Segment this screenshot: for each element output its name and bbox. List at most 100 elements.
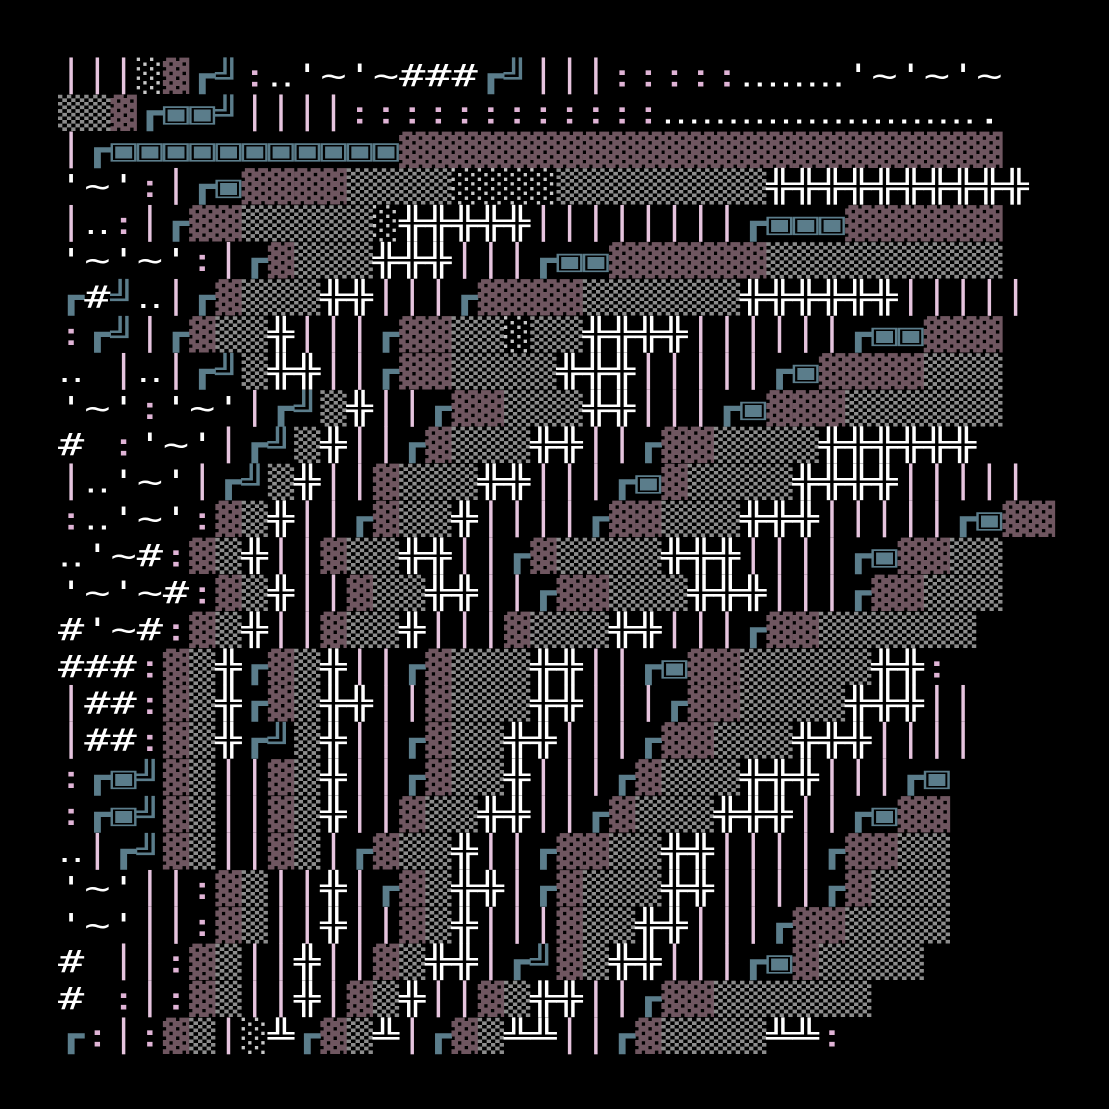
glyph: ╬: [765, 500, 793, 538]
glyph: ‥: [58, 834, 84, 870]
glyph: ': [163, 502, 189, 538]
glyph: ▒: [452, 648, 479, 685]
glyph: ░: [504, 168, 530, 205]
glyph: ~: [137, 243, 163, 279]
glyph: ╬: [450, 832, 478, 870]
glyph: :: [347, 95, 373, 131]
glyph: │: [530, 463, 556, 501]
glyph: │: [661, 389, 687, 427]
glyph: ▣: [766, 206, 793, 242]
glyph: │: [320, 500, 346, 538]
glyph: ▓: [583, 574, 610, 611]
glyph: │: [242, 389, 268, 427]
glyph: ▓: [530, 279, 557, 316]
glyph: ▓: [740, 242, 767, 279]
glyph: :: [137, 391, 163, 427]
glyph: │: [898, 278, 924, 316]
glyph: │: [163, 167, 189, 205]
glyph: ▒: [294, 796, 321, 833]
glyph: │: [320, 352, 346, 390]
glyph: ╬: [345, 389, 373, 427]
glyph: ▓: [452, 1018, 479, 1055]
glyph: ▒: [583, 611, 610, 648]
glyph: │: [766, 832, 792, 870]
glyph: ▒: [452, 759, 479, 796]
glyph: ╬: [791, 500, 819, 538]
glyph: ▒: [898, 870, 925, 907]
glyph: ▓: [661, 464, 688, 501]
glyph: ┏: [347, 834, 374, 870]
glyph: :: [819, 1019, 845, 1055]
glyph: ╩: [791, 1017, 819, 1055]
glyph: ╩: [765, 1017, 793, 1055]
glyph: ▒: [478, 722, 505, 759]
glyph: ╬: [319, 647, 347, 685]
glyph: ▓: [1029, 501, 1056, 538]
glyph: ┏: [268, 391, 295, 427]
glyph: │: [661, 204, 687, 242]
glyph: ╬: [398, 980, 426, 1018]
glyph: ▒: [845, 242, 872, 279]
glyph: ▓: [635, 501, 662, 538]
glyph: ▓: [163, 1018, 190, 1055]
glyph: ▓: [189, 611, 216, 648]
glyph: ╬: [844, 426, 872, 464]
glyph: :: [452, 95, 478, 131]
glyph: ╬: [817, 278, 845, 316]
glyph: ▒: [924, 353, 951, 390]
glyph: ┏: [84, 797, 111, 833]
glyph: │: [242, 943, 268, 981]
glyph: │: [320, 315, 346, 353]
glyph: ▒: [504, 390, 531, 427]
glyph: ▓: [714, 648, 741, 685]
glyph: ▓: [898, 131, 925, 168]
glyph: :: [163, 612, 189, 648]
glyph: │: [740, 869, 766, 907]
glyph: ▒: [478, 648, 505, 685]
glyph: │: [110, 943, 136, 981]
glyph: #: [58, 649, 85, 685]
glyph: ▓: [425, 722, 452, 759]
glyph: │: [294, 500, 320, 538]
glyph: ▒: [688, 279, 715, 316]
glyph: ╬: [713, 573, 741, 611]
glyph: ╬: [817, 463, 845, 501]
glyph: │: [242, 795, 268, 833]
glyph: │: [504, 500, 530, 538]
glyph: ▓: [189, 944, 216, 981]
glyph: ▣: [189, 95, 216, 131]
glyph: │: [688, 943, 714, 981]
glyph: │: [557, 463, 583, 501]
glyph: ▓: [924, 538, 951, 575]
glyph: ╬: [686, 869, 714, 907]
glyph: ▓: [557, 131, 584, 168]
glyph: │: [137, 943, 163, 981]
glyph: │: [714, 352, 740, 390]
glyph: ▒: [871, 611, 898, 648]
glyph: ▒: [242, 316, 269, 353]
glyph: ▒: [347, 611, 374, 648]
glyph: ╬: [870, 426, 898, 464]
glyph: │: [688, 352, 714, 390]
glyph: │: [110, 56, 136, 94]
glyph: │: [793, 795, 819, 833]
glyph: ▒: [609, 538, 636, 575]
glyph: ▓: [163, 833, 190, 870]
glyph: ‥: [58, 354, 84, 390]
glyph: ┏: [399, 760, 426, 796]
glyph: │: [609, 204, 635, 242]
glyph: ┏: [609, 465, 636, 501]
glyph: ╬: [450, 204, 478, 242]
glyph: │: [215, 795, 241, 833]
glyph: │: [530, 795, 556, 833]
glyph: │: [320, 943, 346, 981]
glyph: ▒: [871, 242, 898, 279]
glyph: ▒: [583, 944, 610, 981]
glyph: ╝: [266, 426, 294, 464]
glyph: ╬: [844, 684, 872, 722]
glyph: │: [268, 943, 294, 981]
glyph: │: [163, 278, 189, 316]
glyph: ▓: [425, 131, 452, 168]
glyph: ┏: [189, 58, 216, 94]
